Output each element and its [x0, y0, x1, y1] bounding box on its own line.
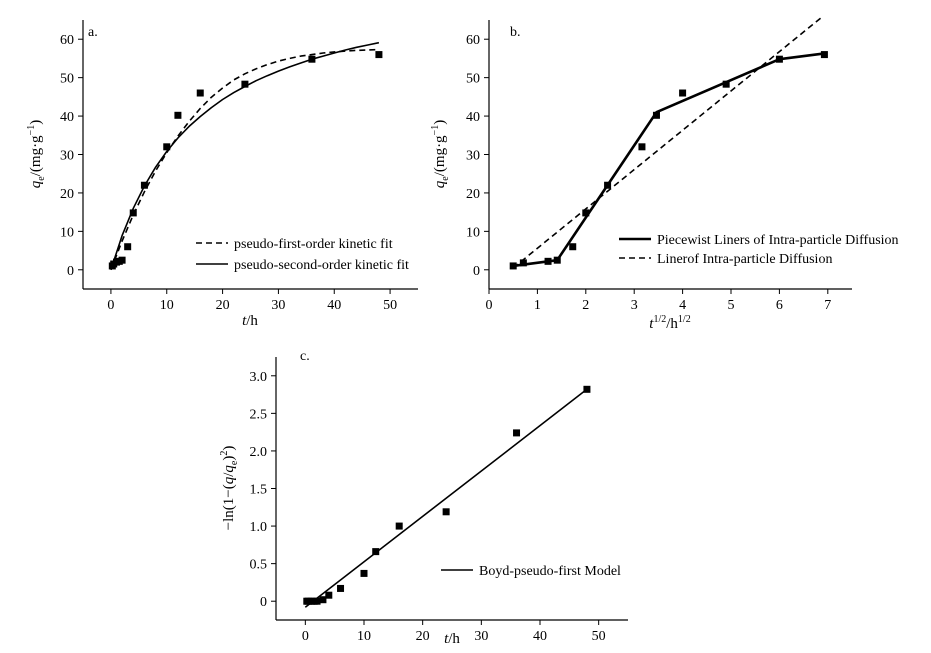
- x-tick-label: 5: [728, 298, 735, 313]
- x-tick-label: 10: [357, 629, 371, 644]
- data-point: [337, 584, 345, 592]
- data-point: [313, 597, 321, 605]
- panel-label: a.: [88, 25, 98, 40]
- y-tick-label: 2.5: [250, 407, 268, 422]
- y-axis-title: qe/(mg·g−1): [26, 120, 47, 188]
- y-axis-title: −ln(1−(q/qe)2): [219, 446, 240, 531]
- series-line: [513, 52, 825, 268]
- legend-label: Linerof Intra-particle Diffusion: [657, 252, 832, 267]
- y-tick-label: 10: [60, 225, 74, 240]
- x-tick-label: 7: [824, 298, 831, 313]
- data-point: [569, 243, 577, 251]
- x-tick-label: 30: [271, 298, 285, 313]
- data-point: [582, 209, 590, 217]
- x-tick-label: 0: [107, 298, 114, 313]
- panel-c-boyd-model: 0 10 20 30 40 50 0 0.5 1.0 1.5 2.0 2.5 3.0 c. t/h −ln(1…: [219, 349, 628, 647]
- x-tick-label: 20: [216, 298, 230, 313]
- data-point: [638, 143, 646, 151]
- legend-label: pseudo-first-order kinetic fit: [234, 237, 393, 252]
- data-point: [241, 80, 249, 88]
- data-point: [442, 508, 450, 516]
- data-point: [129, 209, 137, 217]
- y-tick-label: 0.5: [250, 558, 268, 573]
- y-tick-label: 30: [466, 149, 480, 164]
- x-tick-label: 20: [416, 629, 430, 644]
- y-tick-label: 40: [466, 110, 480, 125]
- panel-label: c.: [300, 349, 310, 364]
- x-tick-label: 50: [592, 629, 606, 644]
- data-point: [319, 596, 327, 604]
- data-point: [174, 111, 182, 119]
- y-tick-label: 30: [60, 149, 74, 164]
- y-tick-label: 20: [466, 187, 480, 202]
- data-point: [722, 80, 730, 88]
- x-tick-label: 40: [327, 298, 341, 313]
- series-line: [110, 41, 380, 271]
- data-point: [395, 522, 403, 530]
- data-point: [375, 51, 383, 59]
- y-tick-label: 0: [473, 264, 480, 279]
- x-tick-label: 1: [534, 298, 541, 313]
- panel-a-kinetic-fit: 0 10 20 30 40 50 0 10 20 30 40 50 60 a. t/h qe/(mg·g−1)…: [26, 20, 418, 329]
- x-axis-title: t/h: [242, 313, 258, 329]
- y-tick-label: 40: [60, 110, 74, 125]
- x-tick-label: 50: [383, 298, 397, 313]
- x-tick-label: 6: [776, 298, 783, 313]
- data-point: [583, 385, 591, 393]
- y-tick-label: 50: [466, 72, 480, 87]
- x-tick-label: 10: [160, 298, 174, 313]
- legend-label: Piecewist Liners of Intra-particle Diffu…: [657, 233, 899, 248]
- data-point: [679, 89, 687, 97]
- y-tick-label: 60: [60, 33, 74, 48]
- data-point: [360, 569, 368, 577]
- y-tick-label: 1.0: [250, 520, 268, 535]
- y-tick-label: 20: [60, 187, 74, 202]
- y-tick-label: 60: [466, 33, 480, 48]
- x-axis-title: t1/2/h1/2: [649, 314, 690, 332]
- series-line: [512, 15, 824, 269]
- data-point: [118, 256, 126, 264]
- y-tick-label: 1.5: [250, 483, 268, 498]
- panel-label: b.: [510, 25, 521, 40]
- y-tick-label: 10: [466, 225, 480, 240]
- x-tick-label: 0: [486, 298, 493, 313]
- data-point: [163, 143, 171, 151]
- data-point: [509, 262, 517, 270]
- x-tick-label: 3: [631, 298, 638, 313]
- data-point: [124, 243, 132, 251]
- data-point: [372, 548, 380, 556]
- x-tick-label: 0: [302, 629, 309, 644]
- data-point: [196, 89, 204, 97]
- legend-label: Boyd-pseudo-first Model: [479, 564, 621, 579]
- y-tick-label: 3.0: [250, 370, 268, 385]
- legend-label: pseudo-second-order kinetic fit: [234, 258, 409, 273]
- x-axis-title: t/h: [444, 631, 460, 647]
- series-line: [304, 388, 588, 608]
- data-point: [652, 111, 660, 119]
- series-line: [110, 48, 379, 271]
- x-tick-label: 30: [474, 629, 488, 644]
- y-tick-label: 50: [60, 72, 74, 87]
- x-tick-label: 2: [582, 298, 589, 313]
- x-tick-label: 4: [679, 298, 686, 313]
- panel-b-intraparticle-diffusion: 0 1 2 3 4 5 6 7 0 10 20 30 40 50 60 b. t1/2/h1/2 qe/(mg·g…: [430, 15, 899, 332]
- y-axis-title: qe/(mg·g−1): [430, 120, 451, 188]
- y-tick-label: 0: [67, 264, 74, 279]
- data-point: [513, 429, 521, 437]
- y-tick-label: 2.0: [250, 445, 268, 460]
- y-tick-label: 0: [260, 595, 267, 610]
- data-point: [519, 259, 527, 267]
- x-tick-label: 40: [533, 629, 547, 644]
- data-point: [325, 591, 333, 599]
